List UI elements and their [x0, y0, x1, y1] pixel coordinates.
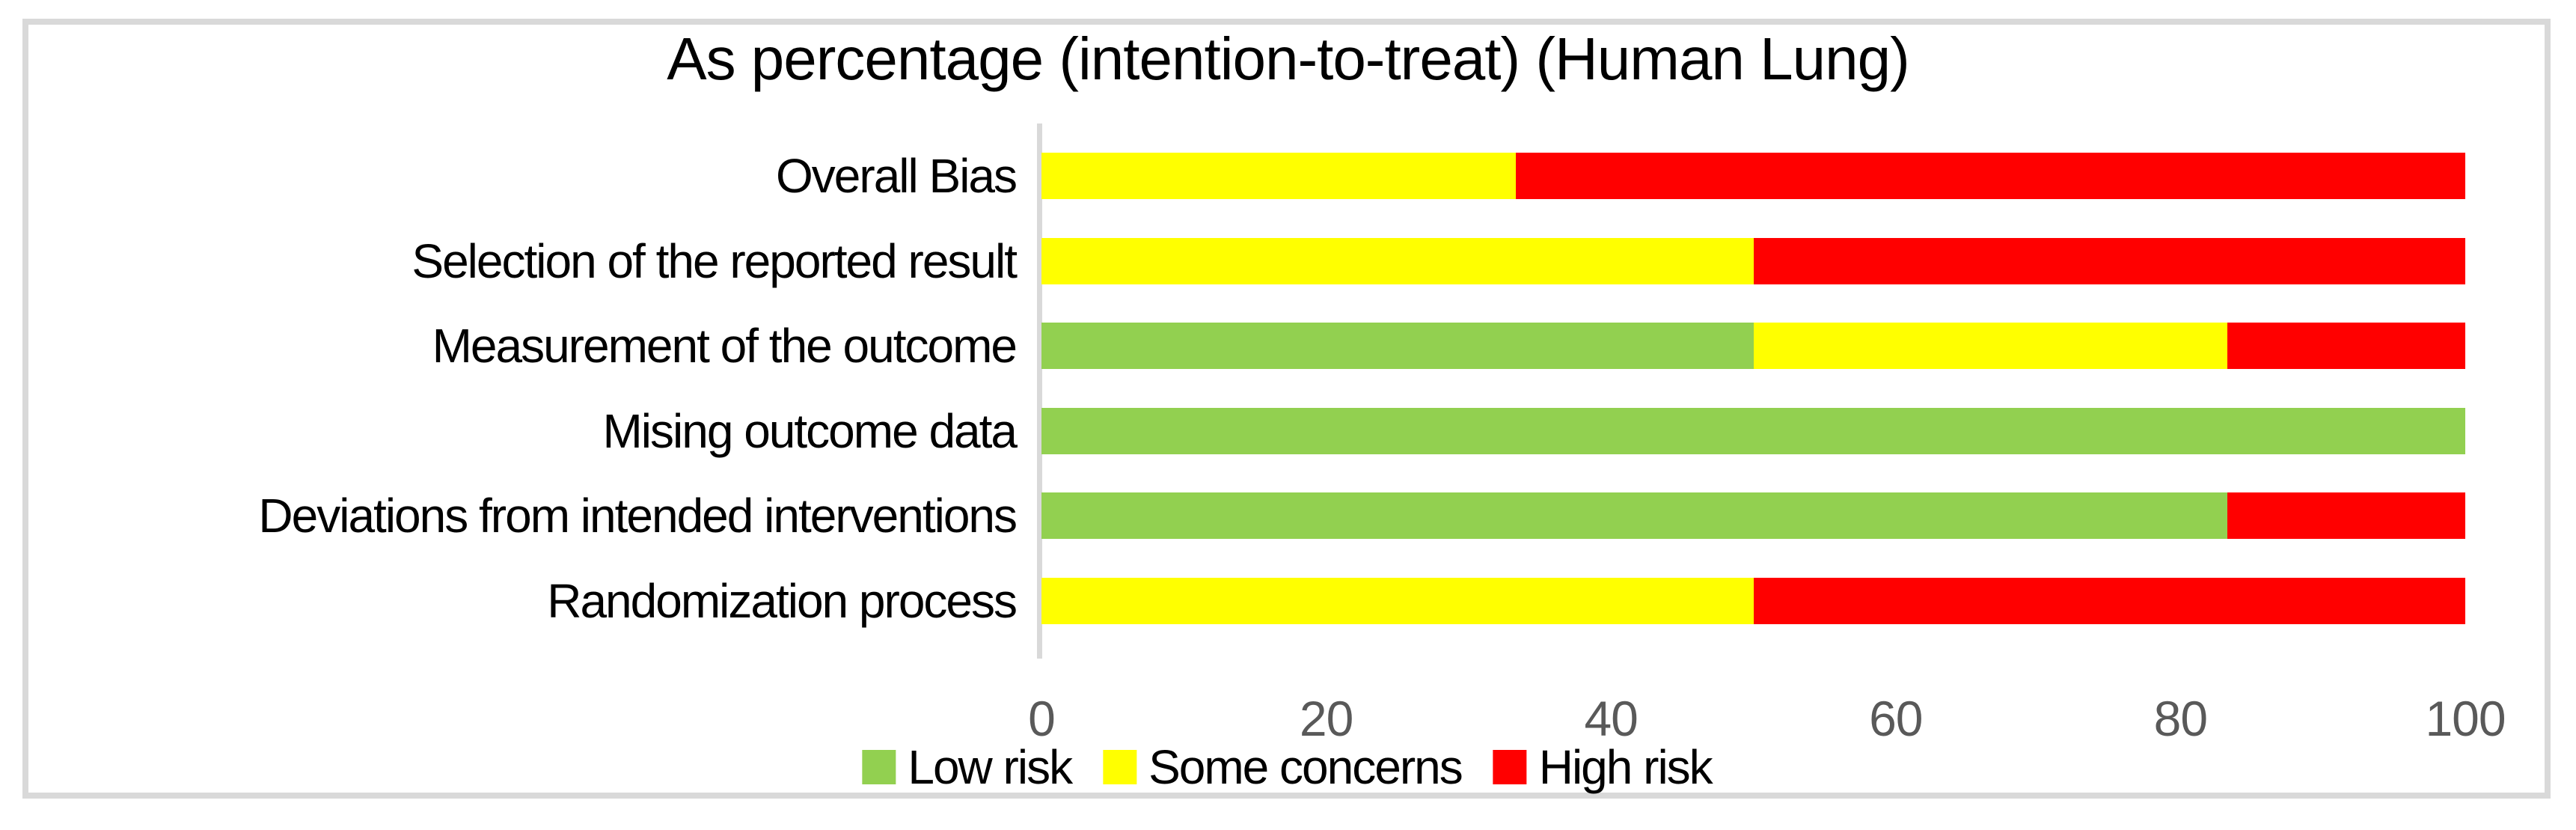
- bar-segment-high-risk: [1753, 578, 2465, 624]
- category-row: Measurement of the outcome: [0, 303, 2576, 388]
- bar-segment-high-risk: [1515, 153, 2465, 199]
- stacked-bar: [1041, 153, 2465, 199]
- legend-marker-low-risk: [862, 750, 896, 784]
- category-label: Mising outcome data: [602, 403, 1018, 458]
- legend-marker-high-risk: [1493, 750, 1527, 784]
- category-label: Randomization process: [547, 574, 1018, 628]
- x-tick-label: 60: [1869, 691, 1923, 746]
- x-axis: 0 20 40 60 80 100: [1028, 690, 2506, 746]
- bar-segment-high-risk: [1753, 237, 2465, 284]
- x-tick-label: 100: [2425, 691, 2506, 746]
- y-axis-line: [1037, 123, 1042, 659]
- category-row: Mising outcome data: [0, 388, 2576, 474]
- x-tick-label: 20: [1299, 691, 1353, 746]
- bar-segment-some-concerns: [1041, 578, 1754, 624]
- bar-segment-low-risk: [1041, 407, 2465, 454]
- legend-label: Some concerns: [1148, 740, 1463, 794]
- bar-segment-high-risk: [2227, 323, 2465, 370]
- x-tick-label: 40: [1584, 691, 1638, 746]
- category-label: Deviations from intended interventions: [258, 489, 1018, 543]
- legend-marker-some-concerns: [1103, 750, 1137, 784]
- stacked-bar: [1041, 323, 2465, 370]
- bar-segment-some-concerns: [1753, 323, 2228, 370]
- legend-item-low-risk: Low risk: [862, 739, 1073, 795]
- bar-segment-some-concerns: [1041, 237, 1754, 284]
- legend-item-high-risk: High risk: [1493, 739, 1713, 795]
- category-label: Selection of the reported result: [412, 234, 1018, 288]
- chart-title: As percentage (intention-to-treat) (Huma…: [667, 25, 1910, 92]
- category-row: Deviations from intended interventions: [0, 473, 2576, 558]
- stacked-bar: [1041, 492, 2465, 540]
- stacked-bar: [1041, 407, 2465, 454]
- x-tick-label: 80: [2153, 691, 2208, 746]
- legend-item-some-concerns: Some concerns: [1103, 739, 1463, 795]
- category-row: Selection of the reported result: [0, 219, 2576, 304]
- stacked-bar: [1041, 578, 2465, 624]
- bar-segment-high-risk: [2227, 492, 2465, 540]
- x-tick-label: 0: [1028, 691, 1056, 746]
- category-label: Overall Bias: [776, 149, 1018, 203]
- legend-label: High risk: [1538, 740, 1713, 794]
- category-label: Measurement of the outcome: [432, 319, 1018, 373]
- bar-segment-low-risk: [1041, 323, 1754, 370]
- category-row: Randomization process: [0, 558, 2576, 644]
- category-row: Overall Bias: [0, 133, 2576, 219]
- bar-segment-some-concerns: [1041, 153, 1516, 199]
- bar-segment-low-risk: [1041, 492, 2228, 540]
- stacked-bar: [1041, 237, 2465, 284]
- legend: Low risk Some concerns High risk: [862, 739, 1713, 795]
- legend-label: Low risk: [908, 740, 1073, 794]
